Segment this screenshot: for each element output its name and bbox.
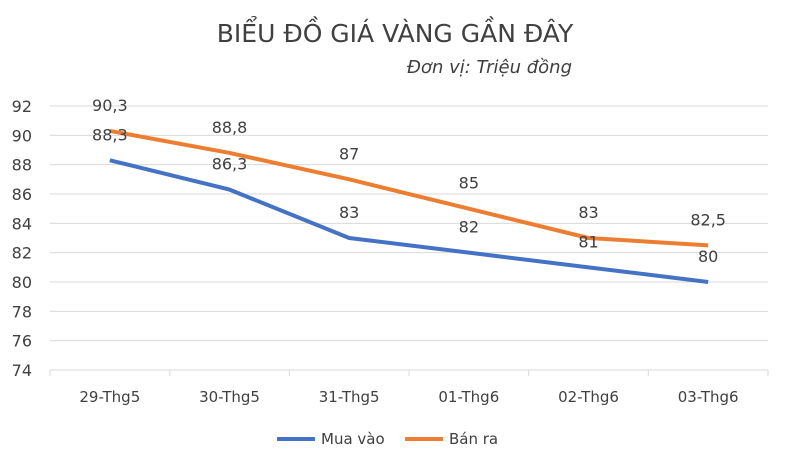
data-label: 90,3: [92, 96, 128, 115]
legend-label: Bán ra: [449, 430, 498, 448]
y-tick-label: 88: [12, 156, 32, 175]
y-tick-label: 76: [12, 332, 32, 351]
y-tick-label: 90: [12, 126, 32, 145]
data-label: 81: [578, 232, 598, 251]
data-label: 88,8: [212, 118, 248, 137]
data-label: 82,5: [690, 210, 726, 229]
x-tick-label: 03-Thg6: [678, 388, 739, 406]
y-tick-label: 80: [12, 273, 32, 292]
data-label: 83: [339, 203, 359, 222]
chart-subtitle: Đơn vị: Triệu đồng: [407, 57, 572, 78]
x-tick-label: 29-Thg5: [79, 388, 140, 406]
x-tick-label: 31-Thg5: [319, 388, 380, 406]
y-tick-label: 74: [12, 361, 32, 380]
series-line-1: [109, 128, 709, 248]
y-tick-label: 86: [12, 185, 32, 204]
data-label: 85: [459, 174, 479, 193]
x-tick-label: 01-Thg6: [438, 388, 499, 406]
data-label: 83: [578, 203, 598, 222]
x-tick-label: 02-Thg6: [558, 388, 619, 406]
data-label: 86,3: [212, 155, 248, 174]
y-tick-label: 84: [12, 214, 32, 233]
data-label: 88,3: [92, 125, 128, 144]
y-tick-label: 82: [12, 244, 32, 263]
x-tick-label: 30-Thg5: [199, 388, 260, 406]
y-tick-label: 78: [12, 302, 32, 321]
data-label: 87: [339, 144, 359, 163]
chart-title: BIỂU ĐỒ GIÁ VÀNG GẦN ĐÂY: [217, 16, 574, 48]
data-label: 80: [698, 247, 718, 266]
y-tick-label: 92: [12, 97, 32, 116]
legend-label: Mua vào: [321, 430, 385, 448]
data-label: 82: [459, 218, 479, 237]
series-line-0: [109, 158, 709, 284]
